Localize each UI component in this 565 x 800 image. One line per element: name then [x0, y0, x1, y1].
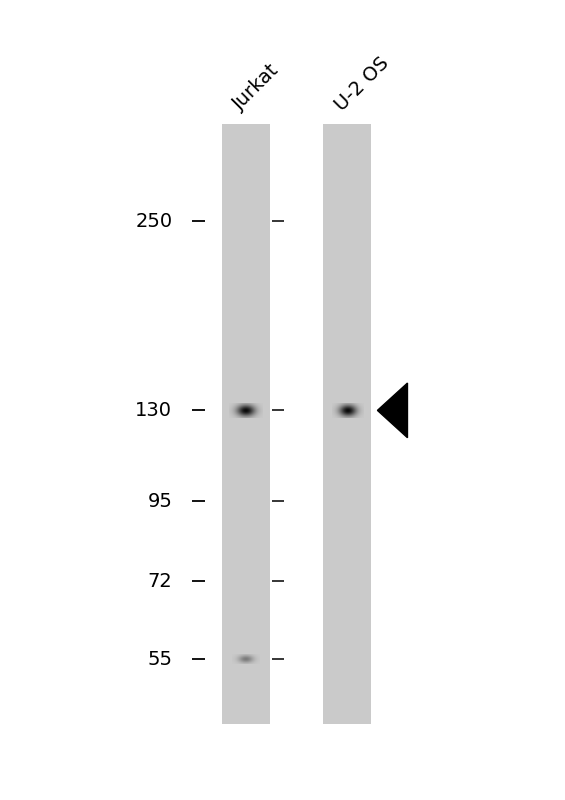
- Polygon shape: [377, 383, 407, 438]
- Bar: [323, 124, 371, 724]
- Text: 250: 250: [135, 212, 172, 230]
- Text: 95: 95: [147, 491, 172, 510]
- Text: 55: 55: [147, 650, 172, 669]
- Text: Jurkat: Jurkat: [229, 61, 283, 114]
- Text: U-2 OS: U-2 OS: [331, 53, 393, 114]
- Text: 72: 72: [147, 572, 172, 590]
- Text: 130: 130: [136, 401, 172, 420]
- Bar: [221, 124, 270, 724]
